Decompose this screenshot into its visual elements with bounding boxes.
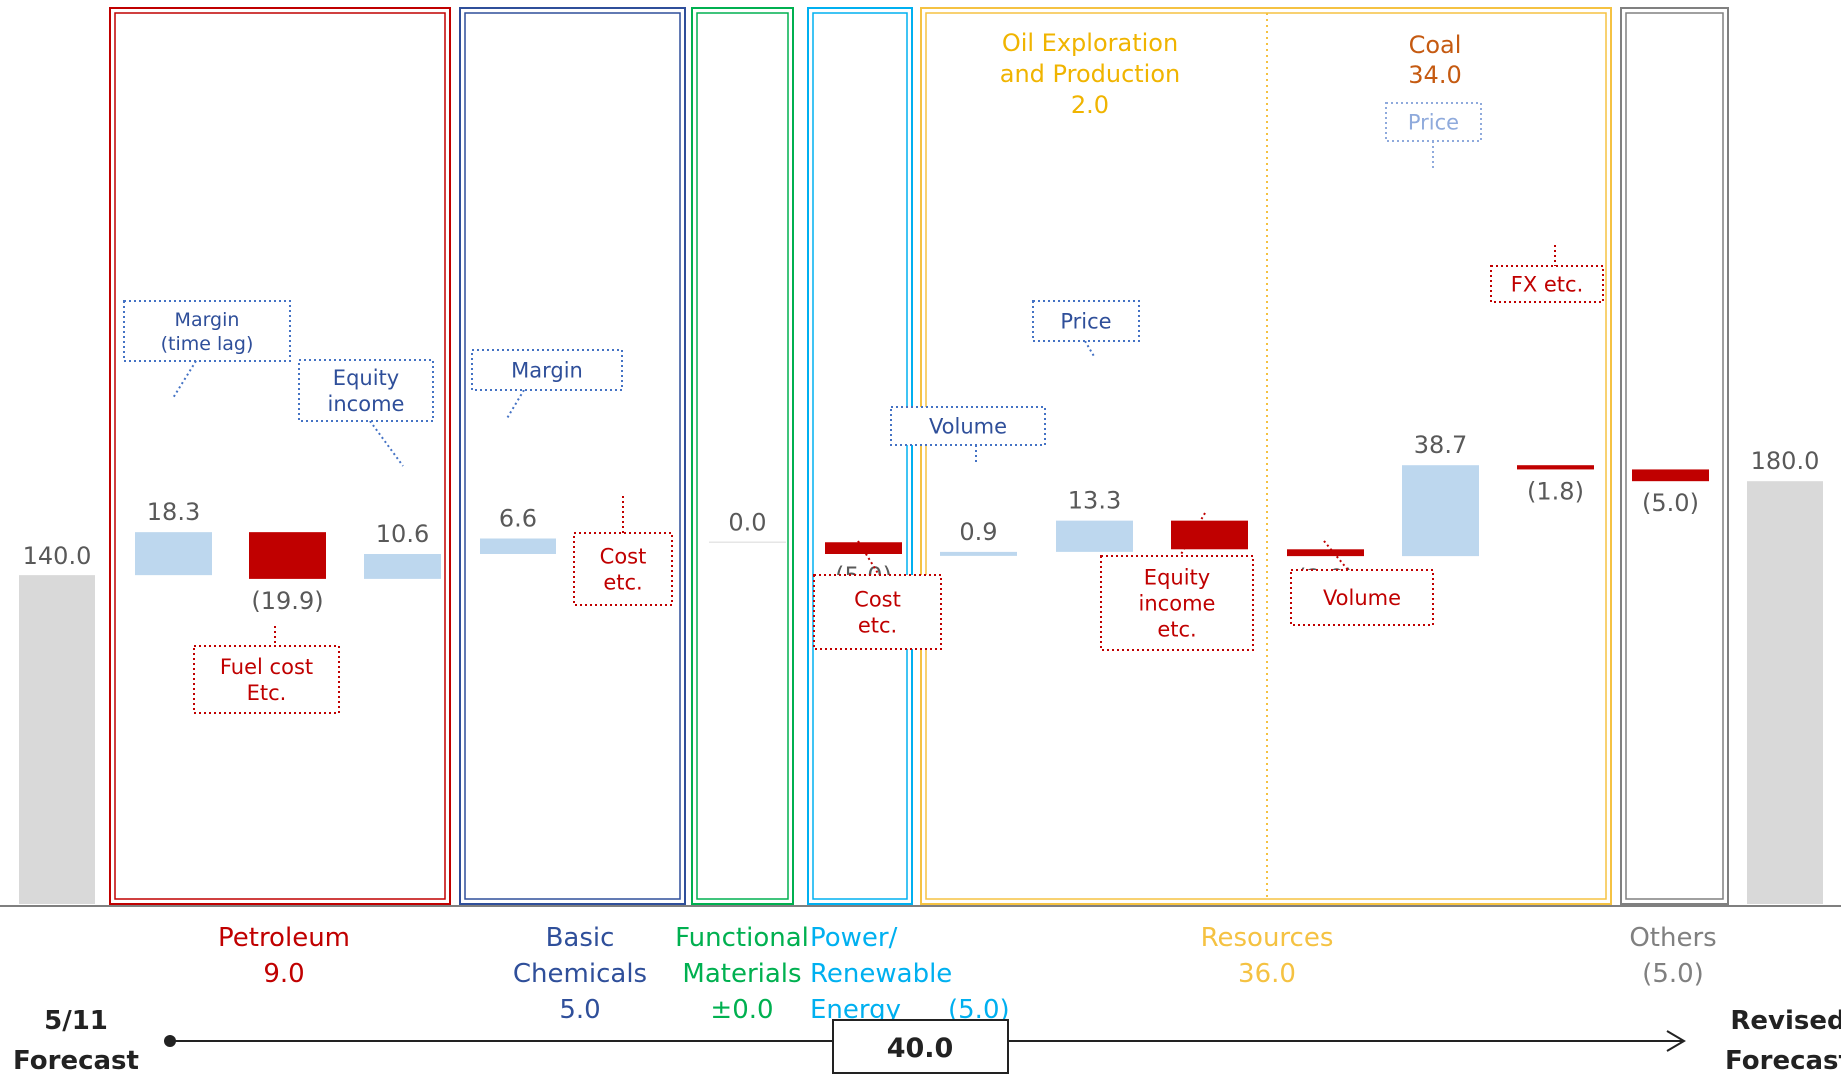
bar-value-label: 13.3 [1068,487,1121,515]
callout-note-text: Equity income [328,366,405,416]
callout-note-box [298,359,434,422]
category-name: Power/Renewable Energy [810,923,952,1025]
total-change-value: 40.0 [887,1033,954,1064]
callout-note-box [1490,265,1604,303]
callout-note-box [1100,555,1254,651]
bar-1 [249,532,326,579]
power-renewable-frame [807,7,913,905]
bar-value-label: (5.0) [1642,489,1699,517]
bar-9 [1171,520,1248,550]
power-renewable-frame-inner [812,12,908,900]
oil-ep-value: 2.0 [1071,91,1109,119]
coal-name: Coal [1409,31,1462,59]
bar-value-label: 38.7 [1414,431,1467,459]
category-name: Basic Chemicals [513,923,647,989]
others-frame [1620,7,1729,905]
callout-note-box [193,645,340,714]
start-value-label: 140.0 [23,542,92,570]
callout-leader [369,420,404,467]
bar-0 [135,532,212,576]
bar-10 [1287,549,1364,557]
bar-value-label: (19.9) [251,587,323,615]
category-value: 9.0 [263,959,304,989]
category-value: ±0.0 [710,995,773,1025]
callout-note-box [1385,102,1482,142]
bar-8 [1056,520,1133,552]
callout-note-text: Price [1060,310,1111,334]
callout-note-box [471,349,623,391]
callout-leader [857,540,880,576]
category-value: 36.0 [1238,959,1296,989]
bar-11 [1402,465,1479,557]
callout-note-text: Equity income etc. [1139,566,1216,642]
category-name: Others [1629,923,1716,953]
callout-note-box [1290,569,1434,626]
callout-note-text: Cost etc. [600,545,647,595]
callout-leader [172,360,197,399]
bar-value-label: (1.8) [1527,477,1584,505]
callout-note-text: Price [1408,111,1459,135]
callout-note-text: Cost etc. [854,588,901,638]
start-axis-label: 5/11 Forecast [13,1006,139,1076]
bar-value-label: 0.0 [728,508,766,536]
callout-leader [1084,340,1096,359]
callout-note-box [813,574,942,650]
functional-materials-frame [691,7,794,905]
coal-value: 34.0 [1408,61,1461,89]
end-value-label: 180.0 [1751,447,1820,475]
callout-note-box [123,300,291,362]
petroleum-frame-inner [114,12,446,900]
category-value: 5.0 [559,995,600,1025]
callout-leader [1323,540,1349,571]
bar-3 [480,538,556,554]
start-bar [19,575,95,904]
functional-materials-frame-inner [696,12,789,900]
callout-note-text: Volume [1323,586,1401,610]
end-bar [1747,481,1823,904]
bar-6 [825,542,902,554]
category-name: Petroleum [218,923,350,953]
callout-note-text: FX etc. [1511,273,1584,297]
end-axis-label: Revised Forecast [1725,1006,1841,1076]
bar-value-label: 10.6 [376,520,429,548]
arrow-head [1666,1030,1686,1052]
bar-12 [1517,465,1594,470]
callout-note-box [573,532,673,606]
callout-note-text: Volume [929,415,1007,439]
basic-chemicals-frame [459,7,686,905]
total-change-box [832,1019,1009,1074]
bar-2 [364,553,441,579]
callout-note-box [1032,300,1140,342]
callout-note-text: Margin (time lag) [161,309,254,355]
bar-7 [940,551,1017,556]
bar-value-label: 0.9 [959,518,997,546]
bar-value-label: 6.6 [499,504,537,532]
category-name: Resources [1201,923,1334,953]
bar-value-label: 18.3 [147,498,200,526]
petroleum-frame [109,7,451,905]
callout-note-text: Margin [511,359,583,383]
callout-note-box [890,406,1046,446]
others-frame-inner [1625,12,1724,900]
basic-chemicals-frame-inner [464,12,681,900]
oil-ep-name: Oil Exploration and Production [1000,29,1180,88]
callout-note-text: Fuel cost Etc. [220,655,313,705]
category-name: Functional Materials [675,923,809,989]
callout-leader [1179,512,1206,557]
category-value: (5.0) [1642,959,1704,989]
bar-13 [1632,469,1709,482]
resources-frame [920,7,1612,905]
callout-leader [505,389,525,421]
